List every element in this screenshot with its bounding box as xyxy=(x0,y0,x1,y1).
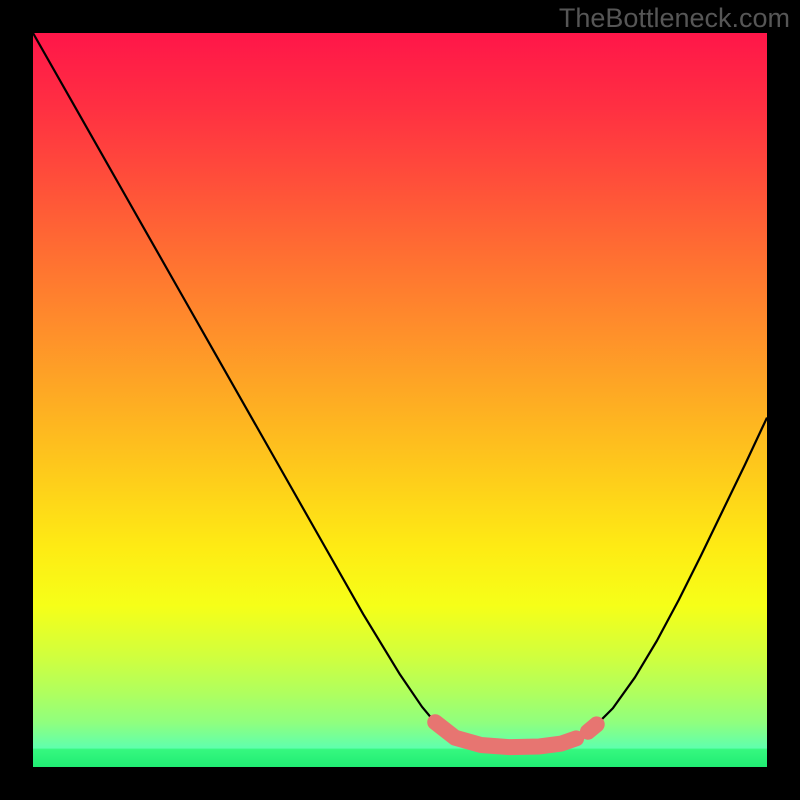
overlay-band-segment-1 xyxy=(435,722,576,747)
plot-svg xyxy=(33,33,767,767)
plot-area xyxy=(33,33,767,767)
bottleneck-curve xyxy=(33,33,767,748)
chart-root: TheBottleneck.com xyxy=(0,0,800,800)
overlay-band-segment-2 xyxy=(588,724,597,731)
watermark-text: TheBottleneck.com xyxy=(559,3,790,34)
